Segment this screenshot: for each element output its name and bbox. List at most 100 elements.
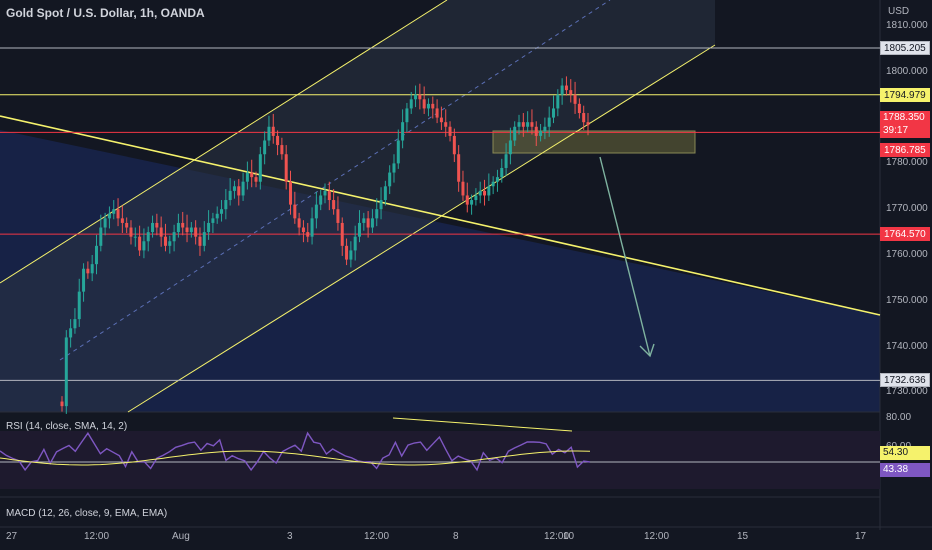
last-price-value: 1788.350 (883, 112, 925, 123)
candle-body (258, 154, 262, 182)
candle-body (202, 232, 206, 246)
time-tick: 3 (287, 531, 293, 542)
time-tick: 12:00 (644, 531, 670, 542)
candle-body (103, 218, 107, 228)
candle-body (379, 200, 383, 210)
candle-body (418, 94, 422, 100)
macd-label: MACD (12, 26, close, 9, EMA, EMA) (6, 508, 168, 519)
candle-body (237, 186, 241, 196)
candle-body (564, 85, 568, 91)
candle-body (401, 122, 405, 141)
candle-body (176, 222, 180, 233)
price-tick: 1770.000 (886, 203, 928, 215)
candle-body (547, 117, 551, 127)
candle-body (289, 181, 293, 205)
candle-body (405, 108, 409, 123)
candle-body (448, 126, 452, 136)
candle-body (168, 241, 172, 246)
candle-body (521, 122, 525, 127)
candle-body (297, 218, 301, 228)
candle-body (439, 117, 443, 123)
rsi-value-tag: 43.38 (880, 463, 930, 477)
rsi-divergence-line (392, 417, 573, 432)
candle-body (414, 94, 418, 100)
time-tick: 12:00 (364, 531, 390, 542)
candle-body (556, 94, 560, 109)
level-price-tag: 1786.785 (880, 143, 930, 157)
candle-body (250, 172, 254, 178)
candle-body (323, 190, 327, 196)
price-tick: 1740.000 (886, 340, 928, 352)
candle-body (573, 94, 577, 104)
candle-body (495, 177, 499, 182)
channel-fill (0, 0, 715, 412)
candle-body (112, 209, 116, 214)
candle-body (159, 227, 163, 237)
candle-body (370, 218, 374, 228)
candle-body (461, 181, 465, 196)
candle-body (293, 204, 297, 219)
candle-body (129, 227, 133, 237)
candle-body (263, 140, 267, 155)
candle-body (435, 108, 439, 118)
time-tick: 12:00 (544, 531, 570, 542)
candle-body (353, 236, 357, 251)
candle-body (539, 131, 543, 136)
candle-body (116, 209, 120, 219)
candle-body (426, 103, 430, 109)
candle-body (211, 218, 215, 223)
rsi-sma-tag: 54.30 (880, 446, 930, 460)
candle-body (64, 337, 68, 407)
candle-body (172, 232, 176, 242)
channel-lower (127, 44, 716, 413)
candle-body (409, 99, 413, 109)
candle-body (194, 227, 198, 237)
candle-body (560, 85, 564, 95)
candle-body (306, 232, 310, 237)
rsi-line (0, 431, 591, 472)
candle-body (319, 195, 323, 205)
candle-body (452, 135, 456, 155)
candle-body (189, 227, 193, 233)
candle-body (228, 190, 232, 201)
candle-body (207, 222, 211, 233)
candle-body (577, 103, 581, 114)
price-tick: 1800.000 (886, 65, 928, 77)
candle-body (500, 167, 504, 178)
candle-body (133, 236, 137, 238)
candle-body (77, 291, 81, 320)
currency-label: USD (888, 6, 910, 17)
candle-body (345, 245, 349, 260)
candle-body (504, 154, 508, 168)
candle-body (586, 122, 590, 126)
candle-body (69, 328, 73, 338)
candle-body (198, 236, 202, 246)
candle-body (310, 218, 314, 237)
candle-body (276, 135, 280, 146)
candle-body (470, 200, 474, 205)
candle-body (125, 222, 129, 228)
candle-body (254, 177, 258, 182)
rsi-tick-80: 80.00 (886, 412, 912, 423)
rsi-label: RSI (14, close, SMA, 14, 2) (6, 421, 128, 432)
level-price-tag: 1732.636 (880, 373, 930, 388)
candle-body (332, 200, 336, 210)
level-price-tag: 1794.979 (880, 87, 930, 102)
candle-body (241, 181, 245, 196)
candle-body (543, 126, 547, 132)
candle-body (146, 232, 150, 242)
candle-body (517, 122, 521, 127)
price-tick: 1760.000 (886, 249, 928, 260)
time-tick: 15 (737, 531, 749, 542)
candle-body (280, 145, 284, 155)
candle-body (336, 209, 340, 223)
candle-body (530, 122, 534, 127)
candle-body (215, 213, 219, 219)
last-price-tag: 1788.350 39:17 (880, 111, 930, 138)
support-zone (492, 130, 696, 154)
candle-body (375, 209, 379, 219)
candle-body (508, 140, 512, 155)
candle-body (357, 222, 361, 237)
